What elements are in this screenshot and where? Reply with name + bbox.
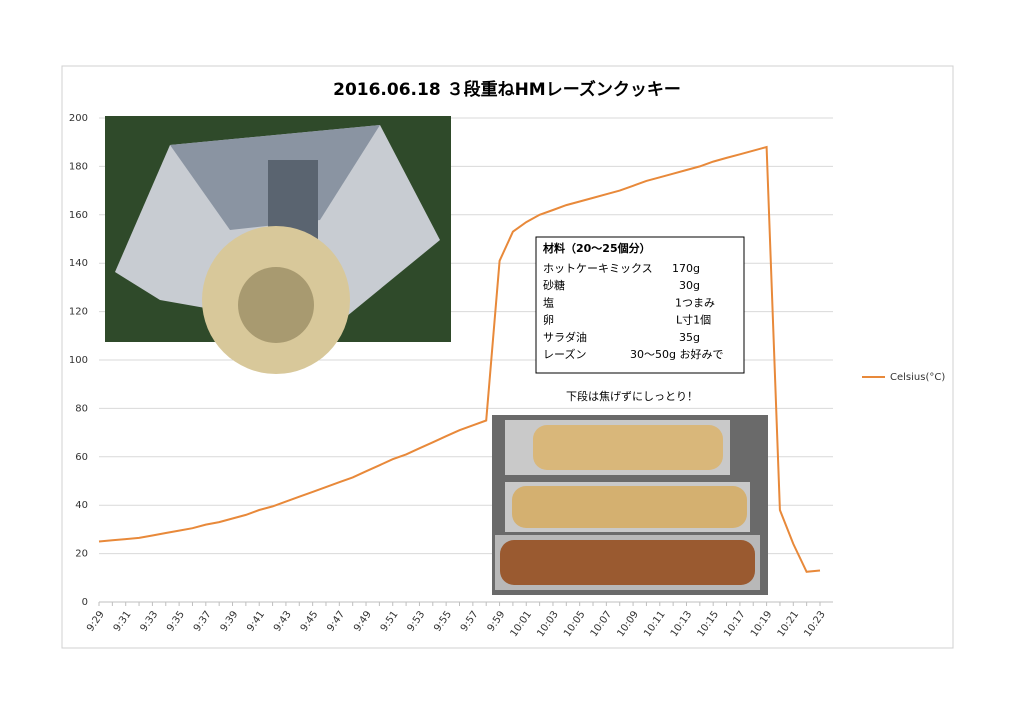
y-tick-label: 60 (75, 452, 88, 463)
recipe-item: ホットケーキミックス (543, 262, 653, 275)
y-tick-label: 100 (69, 355, 88, 366)
line-series (98, 145, 821, 573)
recipe-amount: 30～50g お好みで (630, 347, 723, 361)
legend-label: Celsius(°C) (890, 372, 945, 383)
recipe-amount: 170g (672, 262, 700, 275)
y-tick-label: 140 (69, 258, 88, 269)
recipe-heading: 材料（20～25個分） (543, 241, 651, 255)
chart-title: 2016.06.18 ３段重ねHMレーズンクッキー (333, 79, 681, 100)
recipe-item: サラダ油 (543, 330, 587, 344)
recipe-amount: 30g (679, 279, 700, 292)
recipe-amount: 35g (679, 331, 700, 344)
recipe-item: 卵 (543, 314, 554, 327)
recipe-item: 塩 (543, 295, 554, 309)
y-tick-label: 120 (69, 307, 88, 318)
y-tick-label: 40 (75, 500, 88, 511)
y-tick-label: 0 (82, 597, 88, 608)
y-tick-label: 20 (75, 549, 88, 560)
y-tick-label: 180 (69, 161, 88, 172)
y-tick-label: 80 (75, 403, 88, 414)
recipe-item: レーズン (543, 347, 586, 361)
recipe-amount: 1つまみ (675, 296, 715, 309)
caption: 下段は焦げずにしっとり！ (566, 389, 698, 403)
y-tick-label: 200 (69, 113, 88, 124)
recipe-amount: L寸1個 (676, 313, 711, 327)
oven-photo (105, 116, 451, 374)
recipe-box (535, 236, 745, 374)
y-tick-label: 160 (69, 210, 88, 221)
recipe-item: 砂糖 (543, 278, 565, 292)
cookie-photo (492, 415, 768, 595)
